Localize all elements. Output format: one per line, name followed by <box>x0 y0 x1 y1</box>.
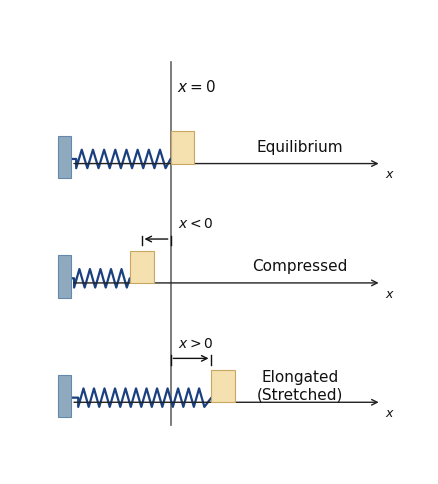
Bar <box>58 256 71 298</box>
Text: $x < 0$: $x < 0$ <box>178 217 213 231</box>
Text: $x$: $x$ <box>385 287 394 301</box>
Bar <box>130 251 153 283</box>
Text: $x$: $x$ <box>385 168 394 181</box>
Bar <box>211 370 235 402</box>
Text: Compressed: Compressed <box>251 259 347 274</box>
Text: Equilibrium: Equilibrium <box>256 140 343 155</box>
Bar <box>58 136 71 179</box>
Bar <box>170 131 194 164</box>
Bar <box>58 375 71 417</box>
Text: $x$: $x$ <box>385 407 394 420</box>
Text: $x > 0$: $x > 0$ <box>178 337 213 351</box>
Text: Elongated
(Stretched): Elongated (Stretched) <box>256 370 342 402</box>
Text: $x = 0$: $x = 0$ <box>177 79 215 95</box>
